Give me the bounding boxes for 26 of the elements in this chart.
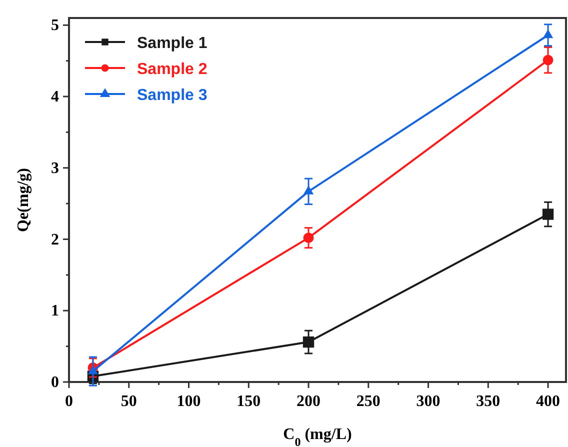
point (542, 54, 554, 66)
y-tick-label: 1 (51, 302, 59, 320)
point (302, 336, 314, 348)
x-tick-label: 50 (120, 393, 137, 410)
x-axis-title: C$_{0}$ (mg/L) (283, 426, 352, 447)
point (303, 186, 314, 194)
x-tick-label: 300 (416, 393, 440, 410)
x-tick-label: 0 (65, 393, 73, 410)
y-tick-label: 3 (51, 160, 59, 177)
legend-label: Sample 1 (137, 35, 208, 52)
x-tick-label: 150 (236, 393, 261, 410)
legend-label: Sample 3 (137, 87, 208, 104)
x-tick-label: 100 (176, 393, 201, 410)
x-tick-label: 200 (296, 393, 321, 410)
y-axis-title: Qe(mg/g) (15, 168, 32, 232)
point (303, 232, 314, 244)
legend-label: Sample 2 (137, 61, 208, 78)
y-tick-label: 4 (51, 88, 59, 106)
y-tick-label: 2 (51, 231, 59, 248)
x-tick-label: 250 (356, 393, 380, 410)
y-tick-label: 0 (51, 374, 59, 391)
point (542, 29, 554, 38)
point (542, 208, 554, 220)
x-tick-label: 400 (536, 393, 560, 410)
x-tick-label: 350 (476, 393, 500, 410)
y-tick-label: 5 (51, 17, 59, 34)
